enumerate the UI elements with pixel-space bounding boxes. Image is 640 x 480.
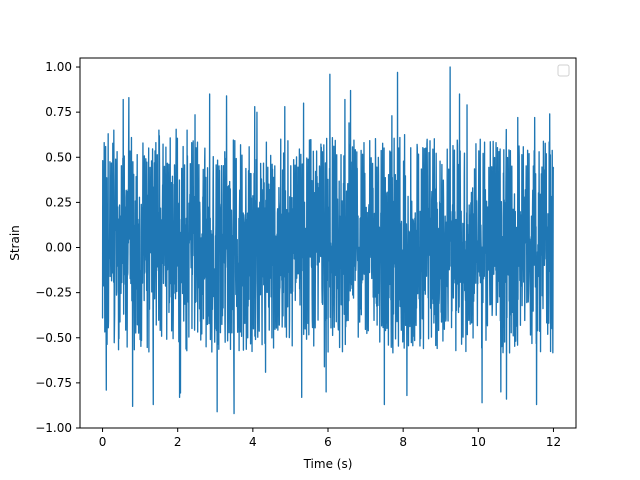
strain-series-line [101, 66, 555, 415]
x-axis-label: Time (s) [303, 457, 353, 471]
y-tick-label: 0.50 [45, 150, 72, 164]
x-tick-label: 0 [99, 435, 107, 449]
x-tick-label: 8 [399, 435, 407, 449]
plot-area-group [79, 57, 577, 429]
y-tick-label: 0.00 [45, 241, 72, 255]
x-tick-label: 10 [471, 435, 486, 449]
y-tick-label: −1.00 [35, 421, 72, 435]
x-tick-label: 4 [249, 435, 257, 449]
y-tick-label: 0.25 [45, 195, 72, 209]
y-tick-label: −0.50 [35, 331, 72, 345]
y-tick-label: 1.00 [45, 60, 72, 74]
series-layer [101, 66, 555, 415]
y-tick-label: −0.75 [35, 376, 72, 390]
legend [557, 64, 570, 77]
x-tick-label: 12 [546, 435, 561, 449]
x-tick-label: 6 [324, 435, 332, 449]
y-axis-label: Strain [8, 225, 22, 261]
x-tick-label: 2 [174, 435, 182, 449]
legend-box [557, 64, 570, 77]
y-tick-label: −0.25 [35, 286, 72, 300]
y-tick-label: 0.75 [45, 105, 72, 119]
x-axis: 0 2 4 6 8 10 12 [99, 428, 561, 449]
y-axis: −1.00 −0.75 −0.50 −0.25 0.00 0.25 0.50 0.75 1.00 [35, 60, 80, 435]
